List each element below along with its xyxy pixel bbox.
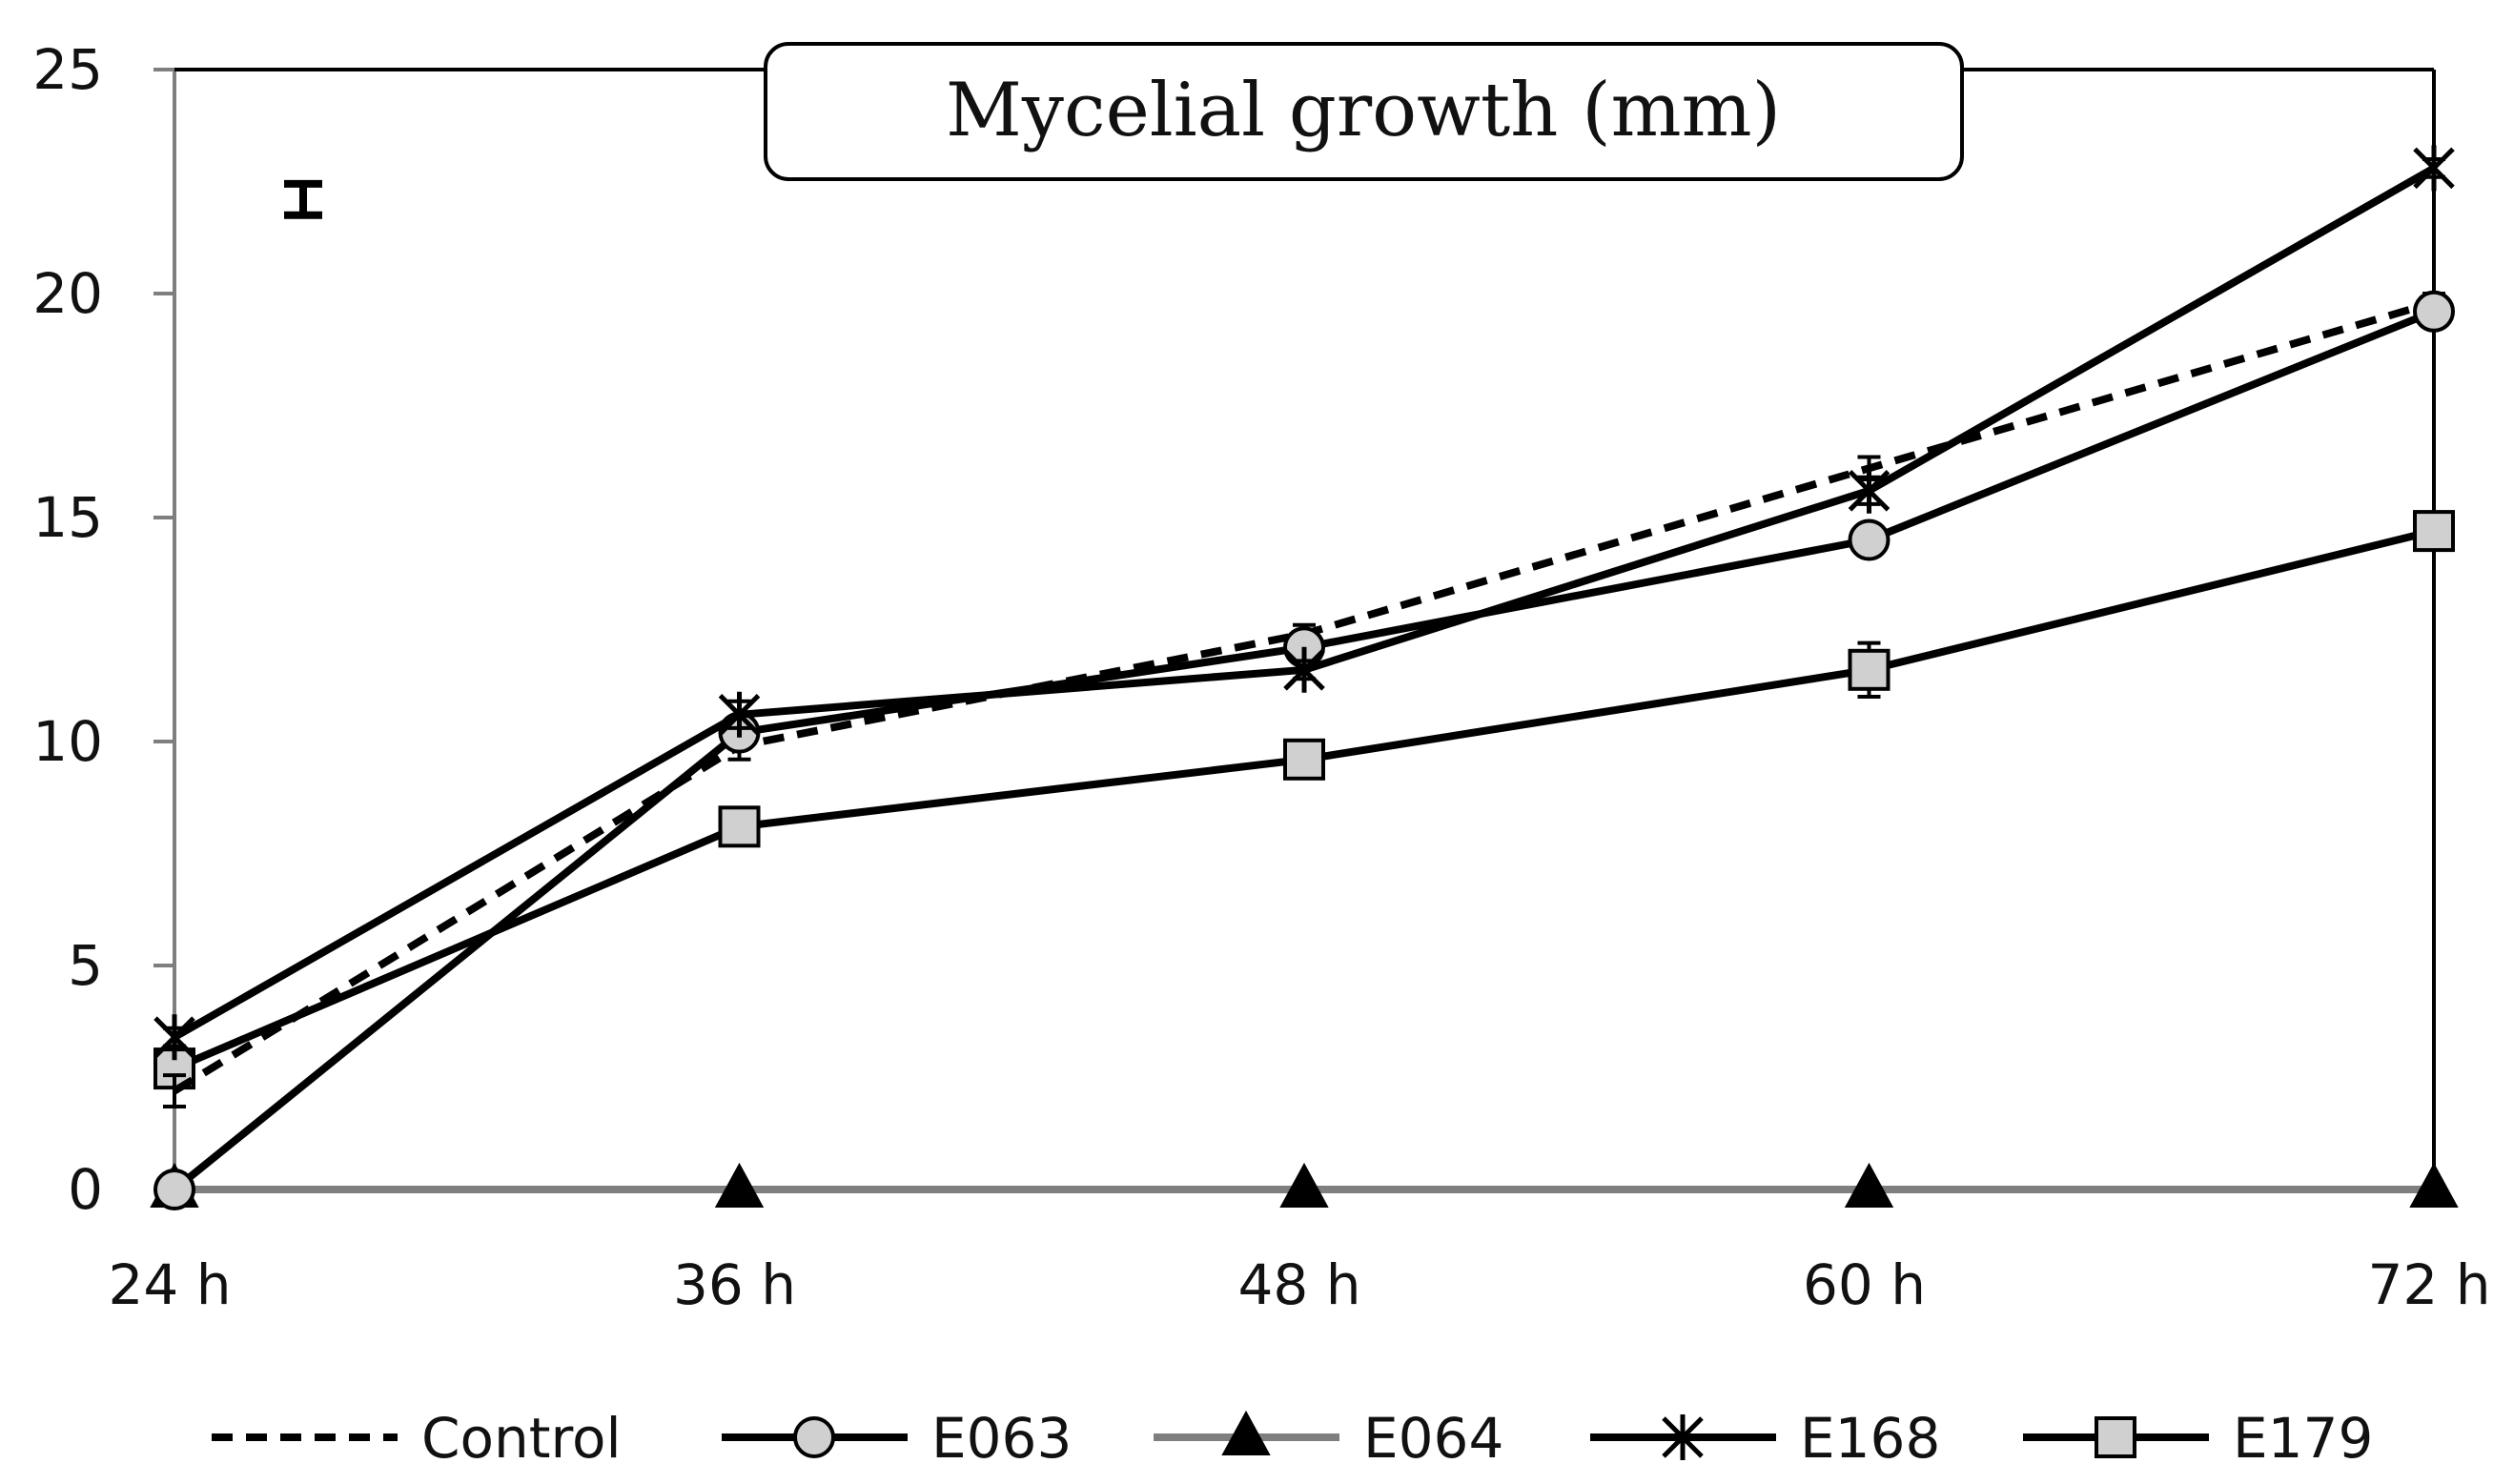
y-tick-label: 0 <box>68 1157 103 1222</box>
legend: Control E063 E064 E168 E179 <box>212 1406 2373 1471</box>
legend-entry-control: Control <box>212 1406 622 1471</box>
data-point-square <box>2413 510 2455 553</box>
legend-label: E064 <box>1363 1406 1503 1471</box>
data-point-square <box>718 805 761 848</box>
legend-entry-e179: E179 <box>2023 1406 2373 1471</box>
data-point-square <box>2095 1416 2136 1458</box>
x-tick-label: 24 h <box>109 1252 232 1317</box>
series-control <box>163 292 2445 1109</box>
data-point-circle <box>153 1169 195 1210</box>
data-point-triangle <box>714 1162 765 1208</box>
x-tick-label: 36 h <box>673 1252 796 1317</box>
significance-bar <box>284 179 322 219</box>
data-point-star <box>718 691 761 738</box>
data-point-star <box>1283 646 1325 693</box>
legend-entry-e168: E168 <box>1590 1406 1940 1471</box>
y-tick-label: 15 <box>32 485 103 550</box>
y-tick-label: 10 <box>32 709 103 774</box>
data-point-star <box>1662 1414 1704 1460</box>
series-e064 <box>150 1162 2459 1208</box>
series-line-e168 <box>173 164 2436 1041</box>
data-point-circle <box>2413 290 2455 333</box>
data-point-triangle <box>1279 1162 1329 1208</box>
series-line-e179 <box>173 527 2435 1072</box>
data-point-circle <box>793 1416 835 1458</box>
x-tick-label: 48 h <box>1238 1252 1361 1317</box>
y-tick-label: 5 <box>68 933 103 998</box>
y-tick-label: 20 <box>32 261 103 326</box>
series-e168 <box>153 145 2455 1061</box>
chart-title-frame <box>764 42 1964 181</box>
chart-title: Mycelial growth (mm) <box>946 68 1781 153</box>
data-point-square <box>1283 738 1325 781</box>
error-bar <box>163 1073 186 1109</box>
legend-label: Control <box>421 1406 622 1471</box>
legend-label: E063 <box>931 1406 1072 1471</box>
legend-label: E168 <box>1800 1406 1940 1471</box>
series-e179 <box>153 510 2455 1090</box>
data-point-triangle <box>2409 1162 2459 1208</box>
data-point-triangle <box>1844 1162 1894 1208</box>
legend-entry-e064: E064 <box>1154 1406 1503 1471</box>
data-point-star <box>2413 145 2455 192</box>
legend-entry-e063: E063 <box>722 1406 1072 1471</box>
data-point-star <box>153 1014 195 1061</box>
legend-label: E179 <box>2233 1406 2373 1471</box>
chart-title-box: Mycelial growth (mm) <box>764 42 1964 181</box>
data-point-square <box>1848 648 1891 691</box>
data-point-circle <box>1848 518 1891 561</box>
series-line-control <box>172 298 2436 1095</box>
data-point-star <box>1848 467 1891 514</box>
x-axis-ticks: 24 h 36 h 48 h 60 h 72 h <box>109 1189 2491 1317</box>
data-point-triangle <box>1221 1410 1271 1455</box>
y-tick-label: 25 <box>32 37 103 102</box>
series-layer <box>150 145 2459 1210</box>
x-tick-label: 60 h <box>1803 1252 1926 1317</box>
x-tick-label: 72 h <box>2368 1252 2491 1317</box>
y-axis-ticks: 0 5 10 15 20 25 <box>32 37 174 1222</box>
